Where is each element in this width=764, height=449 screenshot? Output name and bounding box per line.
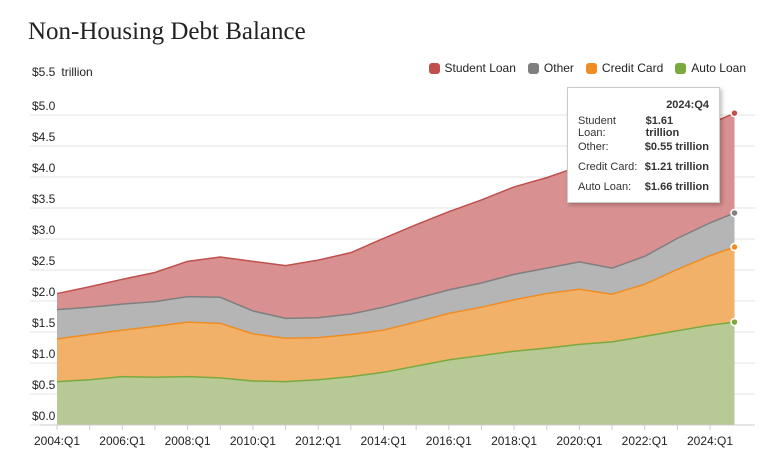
x-tick-label: 2014:Q1 [360, 434, 406, 448]
legend-swatch [527, 62, 539, 74]
y-tick-label: $3.5 [32, 192, 56, 206]
legend: Student Loan Other Credit Card Auto Loan [428, 61, 746, 75]
line-other [56, 212, 735, 320]
x-tick-label: 2018:Q1 [491, 434, 537, 448]
legend-item-credit-card[interactable]: Credit Card [585, 61, 664, 75]
point-credit-card [730, 242, 739, 252]
tooltip-row-auto-loan: Auto Loan: $1.66 trillion [578, 177, 709, 197]
y-tick-label: $4.5 [32, 130, 56, 144]
tooltip-value: $1.21 trillion [644, 161, 709, 173]
line-auto-loan [56, 321, 735, 383]
legend-label: Credit Card [601, 61, 664, 75]
point-auto-loan [730, 317, 739, 327]
x-tick-label: 2012:Q1 [295, 434, 341, 448]
legend-item-student-loan[interactable]: Student Loan [428, 61, 516, 75]
x-tick-label: 2016:Q1 [426, 434, 472, 448]
y-axis-unit: $5.5 trillion [32, 65, 93, 79]
tooltip-row-other: Other: $0.55 trillion [578, 137, 709, 157]
y-tick-label: $3.0 [32, 223, 56, 237]
x-tick-label: 2008:Q1 [165, 434, 211, 448]
y-tick-label: $4.0 [32, 161, 56, 175]
tooltip-label: Credit Card: [578, 161, 638, 173]
y-tick-label: $0.0 [32, 409, 56, 423]
legend-item-other[interactable]: Other [527, 61, 574, 75]
y-axis-label: trillion [61, 65, 93, 79]
legend-label: Auto Loan [691, 61, 746, 75]
legend-item-auto-loan[interactable]: Auto Loan [675, 61, 746, 75]
area-credit-card [57, 247, 735, 382]
tooltip-label: Student Loan: [578, 115, 616, 139]
area-auto-loan [57, 322, 735, 425]
legend-swatch [585, 62, 597, 74]
y-tick-label-top: $5.5 [32, 65, 56, 79]
x-tick-label: 2010:Q1 [230, 434, 276, 448]
legend-label: Other [543, 61, 574, 75]
tooltip-row-credit-card: Credit Card: $1.21 trillion [578, 157, 709, 177]
tooltip-row-student-loan: Student Loan: $1.61 trillion [578, 115, 709, 139]
area-other [57, 212, 735, 339]
x-tick-label: 2022:Q1 [622, 434, 668, 448]
y-tick-label: $1.5 [32, 316, 56, 330]
y-tick-label: $1.0 [32, 347, 56, 361]
tooltip-value: $1.61 trillion [645, 115, 680, 139]
line-credit-card [56, 246, 735, 340]
x-tick-label: 2024:Q1 [687, 434, 733, 448]
y-tick-label: $2.0 [32, 285, 56, 299]
point-other [730, 208, 739, 218]
chart-title: Non-Housing Debt Balance [28, 18, 306, 45]
legend-swatch [675, 62, 687, 74]
tooltip-label: Other: [578, 141, 609, 153]
y-tick-label: $5.0 [32, 99, 56, 113]
x-tick-label: 2020:Q1 [556, 434, 602, 448]
x-tick-label: 2004:Q1 [34, 434, 80, 448]
tooltip: 2024:Q4 Student Loan: $1.61 trillion Othe… [567, 87, 720, 203]
tooltip-value: $0.55 trillion [644, 141, 709, 153]
tooltip-label: Auto Loan: [578, 181, 632, 193]
y-tick-label: $2.5 [32, 254, 56, 268]
x-tick-label: 2006:Q1 [99, 434, 145, 448]
legend-label: Student Loan [444, 61, 516, 75]
area-student-loan [57, 113, 735, 319]
point-student-loan [730, 108, 739, 118]
y-tick-label: $0.5 [32, 378, 56, 392]
legend-swatch [428, 62, 440, 74]
tooltip-period: 2024:Q4 [666, 99, 709, 111]
tooltip-value: $1.66 trillion [644, 181, 709, 193]
